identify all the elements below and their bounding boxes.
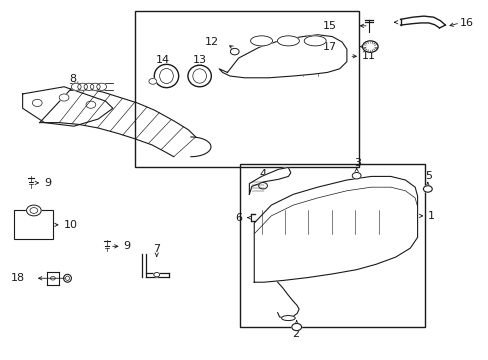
Circle shape: [71, 83, 81, 90]
Circle shape: [291, 323, 301, 330]
Text: 6: 6: [235, 213, 242, 222]
Text: 11: 11: [361, 51, 375, 61]
Circle shape: [26, 205, 41, 216]
Ellipse shape: [187, 65, 211, 87]
Circle shape: [84, 83, 94, 90]
Text: 12: 12: [204, 37, 218, 46]
Text: 13: 13: [192, 55, 206, 65]
Circle shape: [78, 83, 87, 90]
Text: 8: 8: [69, 73, 76, 84]
Text: 15: 15: [322, 21, 336, 31]
Text: 9: 9: [123, 241, 130, 251]
Polygon shape: [254, 176, 417, 282]
Text: 5: 5: [424, 171, 431, 181]
Ellipse shape: [281, 316, 295, 320]
Bar: [135, 12, 358, 167]
Text: 17: 17: [322, 42, 336, 51]
Bar: [14, 211, 53, 239]
Polygon shape: [219, 35, 346, 78]
Text: 14: 14: [156, 55, 169, 65]
Ellipse shape: [65, 276, 69, 280]
Text: 18: 18: [10, 273, 24, 283]
Circle shape: [86, 101, 96, 108]
Ellipse shape: [159, 68, 173, 84]
Bar: [239, 164, 424, 327]
Circle shape: [154, 273, 159, 277]
Ellipse shape: [277, 36, 299, 46]
Ellipse shape: [250, 36, 272, 46]
Polygon shape: [277, 282, 299, 318]
Text: 10: 10: [64, 220, 78, 230]
Ellipse shape: [192, 69, 206, 83]
Circle shape: [149, 78, 157, 84]
Ellipse shape: [304, 36, 325, 46]
Circle shape: [90, 83, 100, 90]
Circle shape: [32, 99, 42, 107]
Polygon shape: [249, 167, 290, 194]
Ellipse shape: [154, 64, 178, 87]
Text: 16: 16: [459, 18, 473, 28]
Circle shape: [423, 186, 431, 192]
Circle shape: [59, 94, 69, 101]
Ellipse shape: [169, 137, 200, 156]
Circle shape: [258, 183, 267, 189]
Text: 9: 9: [44, 178, 52, 188]
Ellipse shape: [63, 274, 71, 282]
Text: 4: 4: [259, 168, 265, 179]
Text: 7: 7: [153, 244, 160, 254]
Text: 1: 1: [427, 211, 434, 221]
Circle shape: [362, 41, 377, 52]
Text: 2: 2: [292, 329, 299, 339]
Circle shape: [366, 44, 373, 49]
Circle shape: [230, 48, 239, 55]
Circle shape: [351, 172, 360, 179]
Circle shape: [97, 83, 106, 90]
Text: 3: 3: [353, 158, 360, 168]
Polygon shape: [22, 87, 113, 126]
